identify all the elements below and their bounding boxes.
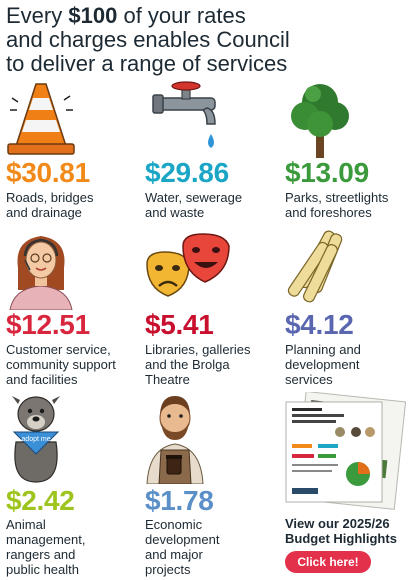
dog-icon: adopt me: [6, 392, 136, 483]
service-description: Planning and development services: [285, 342, 361, 387]
service-description: Animal management, rangers and public he…: [6, 517, 86, 577]
click-here-button[interactable]: Click here!: [285, 551, 371, 573]
water-tap-icon: [145, 80, 275, 160]
service-amount: $5.41: [145, 309, 214, 340]
headline-amount: $100: [68, 3, 118, 28]
budget-brochure-thumbnail[interactable]: [282, 390, 410, 512]
service-description: Roads, bridges and drainage: [6, 190, 94, 220]
planning-scrolls-icon: [285, 230, 412, 310]
theatre-masks-icon: [145, 230, 275, 310]
service-description: Parks, streetlights and foreshores: [285, 190, 389, 220]
barista-icon: [145, 392, 275, 484]
headline-line-3: to deliver a range of services: [6, 51, 288, 76]
tree-icon: [285, 80, 412, 160]
service-amount: $2.42: [6, 485, 75, 516]
service-amount: $1.78: [145, 485, 214, 516]
service-amount: $12.51: [6, 309, 90, 340]
headline-line-2: and charges enables Council: [6, 27, 290, 52]
service-description: Customer service, community support and …: [6, 342, 116, 387]
service-amount: $13.09: [285, 157, 369, 188]
headline: Every $100 of your rates and charges ena…: [6, 4, 406, 76]
bandana-text: adopt me: [21, 436, 50, 443]
service-description: Libraries, galleries and the Brolga Thea…: [145, 342, 251, 387]
promo-title: View our 2025/26 Budget Highlights: [285, 516, 397, 546]
service-description: Water, sewerage and waste: [145, 190, 243, 220]
service-amount: $29.86: [145, 157, 229, 188]
customer-service-icon: [6, 230, 136, 310]
service-description: Economic development and major projects: [145, 517, 220, 577]
headline-line-1: Every $100 of your rates: [6, 3, 246, 28]
service-amount: $30.81: [6, 157, 90, 188]
traffic-cone-icon: [6, 80, 136, 160]
service-amount: $4.12: [285, 309, 354, 340]
